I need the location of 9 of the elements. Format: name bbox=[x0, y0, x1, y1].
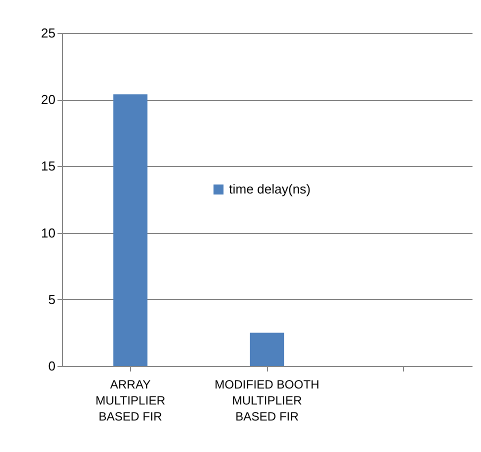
y-tick-label: 10 bbox=[41, 225, 56, 240]
y-tick-label: 5 bbox=[48, 292, 56, 307]
y-tick-label: 0 bbox=[48, 358, 56, 374]
y-tick-label: 15 bbox=[41, 158, 56, 174]
y-tick-label: 25 bbox=[41, 26, 56, 40]
x-tick-label: ARRAY MULTIPLIER BASED FIR bbox=[95, 378, 166, 424]
legend-label: time delay(ns) bbox=[229, 182, 311, 196]
x-tick-label: MODIFIED BOOTH MULTIPLIER BASED FIR bbox=[214, 378, 320, 424]
y-tick-label: 20 bbox=[41, 92, 56, 108]
